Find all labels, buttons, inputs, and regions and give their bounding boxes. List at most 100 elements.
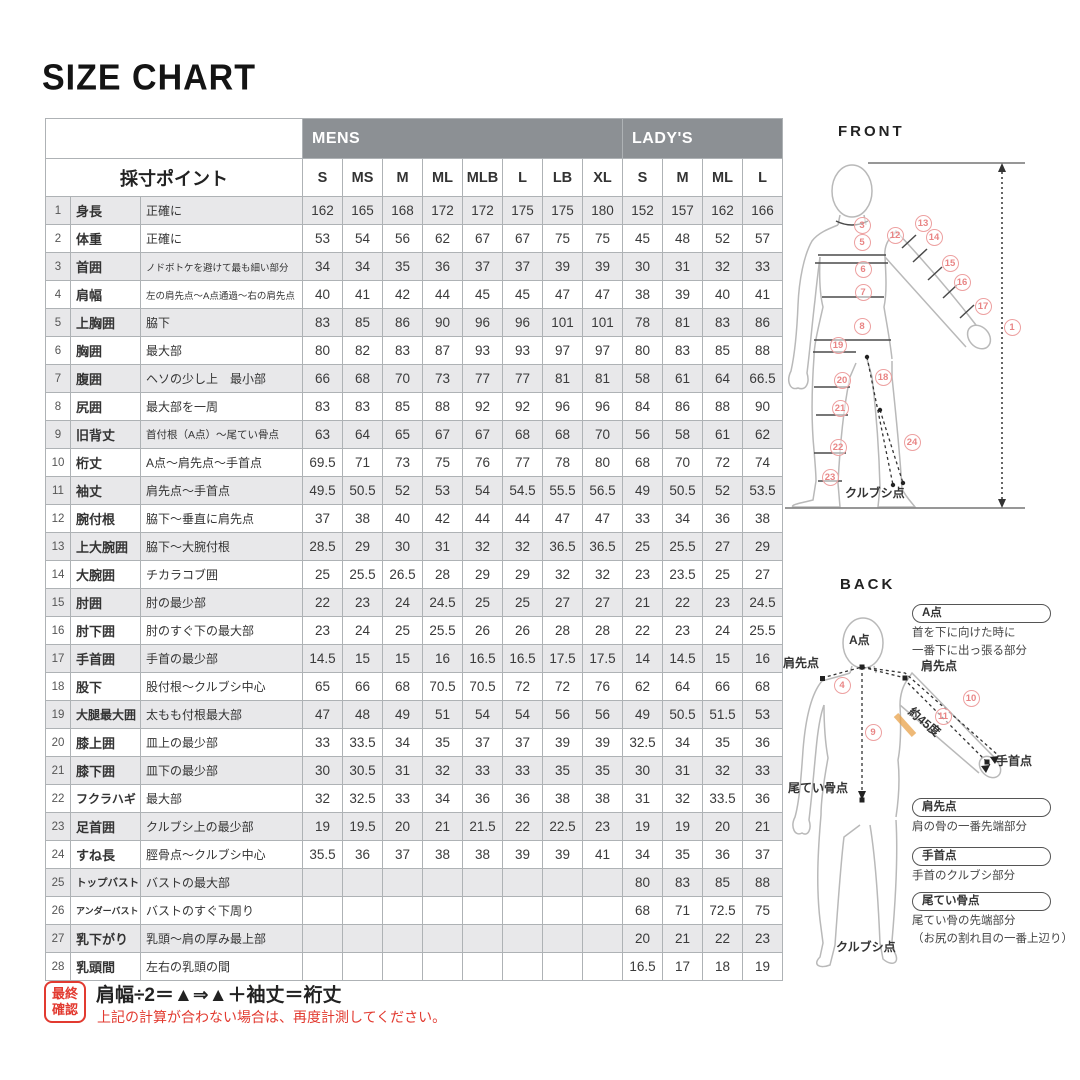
ladys-value: 30 [622,756,663,785]
mens-value: 68 [382,672,423,701]
mens-value: 54.5 [502,476,543,505]
measure-desc: 股付根～クルブシ中心 [140,672,303,701]
ladys-value: 25.5 [742,616,783,645]
measure-point-marker-6: 6 [854,260,872,278]
mens-value: 67 [462,420,503,449]
mens-value: 33 [382,784,423,813]
mens-value: 96 [542,392,583,421]
mens-value [382,924,423,953]
measure-desc: 皿下の最少部 [140,756,303,785]
mens-value: 15 [382,644,423,673]
mens-value: 42 [382,280,423,309]
measure-name: 尻囲 [70,392,141,421]
mens-value: 97 [542,336,583,365]
measure-name: 乳頭間 [70,952,141,981]
mens-value: 33.5 [342,728,383,757]
row-number: 25 [45,868,71,897]
measure-desc: 正確に [140,224,303,253]
mens-value: 38 [422,840,463,869]
mens-value: 71 [342,448,383,477]
measure-name: 身長 [70,196,141,225]
mens-value: 68 [342,364,383,393]
mens-value [582,868,623,897]
measure-desc: バストのすぐ下周り [140,896,303,925]
mens-value: 56.5 [582,476,623,505]
mens-value: 37 [302,504,343,533]
ladys-value: 21 [622,588,663,617]
row-number: 8 [45,392,71,421]
mens-value: 81 [582,364,623,393]
mens-value: 35 [422,728,463,757]
measure-desc: 最大部 [140,336,303,365]
measure-name: 肘下囲 [70,616,141,645]
mens-value: 15 [342,644,383,673]
mens-size-header: ML [422,158,463,197]
measure-name: 膝下囲 [70,756,141,785]
size-formula-note: 上記の計算が合わない場合は、再度計測してください。 [97,1009,447,1025]
mens-value: 33 [502,756,543,785]
ladys-value: 31 [662,756,703,785]
mens-value: 29 [342,532,383,561]
mens-value: 25.5 [342,560,383,589]
mens-value: 14.5 [302,644,343,673]
mens-value: 39 [542,252,583,281]
ladys-value: 66.5 [742,364,783,393]
mens-value: 19 [302,812,343,841]
mens-value: 47 [542,280,583,309]
measure-name: フクラハギ [70,784,141,813]
ladys-value: 49 [622,700,663,729]
ladys-value: 52 [702,224,743,253]
mens-value: 35 [582,756,623,785]
ladys-value: 45 [622,224,663,253]
row-number: 20 [45,728,71,757]
table-row: 28 乳頭間 左右の乳頭の間 16.5 17 18 19 [45,952,783,981]
row-number: 28 [45,952,71,981]
mens-value: 31 [382,756,423,785]
ladys-value: 33 [622,504,663,533]
mens-value [302,952,343,981]
measure-name: 胸囲 [70,336,141,365]
row-number: 21 [45,756,71,785]
table-row: 26 アンダーバスト バストのすぐ下周り 68 71 72.5 75 [45,896,783,925]
mens-value: 16.5 [462,644,503,673]
table-row: 2 体重 正確に 53 54 56 62 67 67 75 75 45 48 52 57 [45,224,783,253]
mens-value: 38 [462,840,503,869]
table-row: 22 フクラハギ 最大部 32 32.5 33 34 36 36 38 38 31 32 33.5 36 [45,784,783,813]
mens-value: 31 [422,532,463,561]
mens-value: 72 [542,672,583,701]
ladys-value: 33 [742,252,783,281]
measure-point-marker-4: 4 [833,676,851,694]
mens-value: 168 [382,196,423,225]
mens-value: 35 [382,252,423,281]
measure-point-marker-5: 5 [853,233,871,251]
callout-text: 一番下に出っ張る部分 [912,645,1027,657]
ladys-value: 30 [622,252,663,281]
mens-value: 68 [502,420,543,449]
mens-value: 88 [422,392,463,421]
mens-value: 65 [302,672,343,701]
measure-point-marker-12: 12 [886,226,904,244]
mens-value: 83 [302,392,343,421]
mens-value: 70.5 [422,672,463,701]
row-number: 26 [45,896,71,925]
ladys-value: 32 [702,252,743,281]
measure-point-marker-20: 20 [833,371,851,389]
ladys-value: 20 [622,924,663,953]
mens-value: 32 [302,784,343,813]
callout-尾てい骨点: 尾てい骨点 尾てい骨の先端部分 （お尻の割れ目の一番上辺り） [912,892,1073,947]
mens-value: 47 [582,504,623,533]
measure-desc: 左右の乳頭の間 [140,952,303,981]
front-figure-title: FRONT [838,123,905,140]
mens-value: 36.5 [542,532,583,561]
measure-desc: 肘の最少部 [140,588,303,617]
figure-label: 肩先点 [783,656,820,670]
mens-value: 36 [342,840,383,869]
mens-value: 54 [462,476,503,505]
mens-value: 36.5 [582,532,623,561]
row-number: 15 [45,588,71,617]
mens-value: 56 [542,700,583,729]
mens-value: 25.5 [422,616,463,645]
mens-value: 39 [542,728,583,757]
ladys-value: 40 [702,280,743,309]
ladys-value: 48 [662,224,703,253]
